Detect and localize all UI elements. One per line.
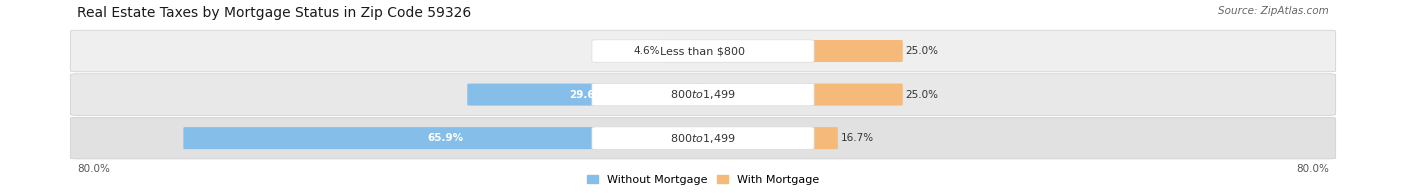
Text: 65.9%: 65.9%: [427, 133, 464, 143]
Text: Real Estate Taxes by Mortgage Status in Zip Code 59326: Real Estate Taxes by Mortgage Status in …: [77, 6, 471, 20]
Legend: Without Mortgage, With Mortgage: Without Mortgage, With Mortgage: [582, 171, 824, 190]
FancyBboxPatch shape: [699, 127, 838, 149]
Text: Less than $800: Less than $800: [661, 46, 745, 56]
Text: 80.0%: 80.0%: [1296, 164, 1329, 174]
FancyBboxPatch shape: [592, 127, 814, 149]
FancyBboxPatch shape: [699, 40, 903, 62]
FancyBboxPatch shape: [70, 74, 1336, 115]
FancyBboxPatch shape: [662, 40, 707, 62]
Text: 80.0%: 80.0%: [77, 164, 110, 174]
Text: 16.7%: 16.7%: [841, 133, 873, 143]
FancyBboxPatch shape: [70, 117, 1336, 159]
FancyBboxPatch shape: [592, 40, 814, 62]
Text: Source: ZipAtlas.com: Source: ZipAtlas.com: [1218, 6, 1329, 16]
FancyBboxPatch shape: [70, 30, 1336, 72]
FancyBboxPatch shape: [467, 83, 707, 106]
Text: $800 to $1,499: $800 to $1,499: [671, 88, 735, 101]
FancyBboxPatch shape: [183, 127, 707, 149]
Text: 25.0%: 25.0%: [905, 90, 939, 100]
Text: 29.6%: 29.6%: [569, 90, 606, 100]
FancyBboxPatch shape: [699, 83, 903, 106]
FancyBboxPatch shape: [592, 83, 814, 106]
Text: 25.0%: 25.0%: [905, 46, 939, 56]
Text: 4.6%: 4.6%: [634, 46, 659, 56]
Text: $800 to $1,499: $800 to $1,499: [671, 132, 735, 145]
